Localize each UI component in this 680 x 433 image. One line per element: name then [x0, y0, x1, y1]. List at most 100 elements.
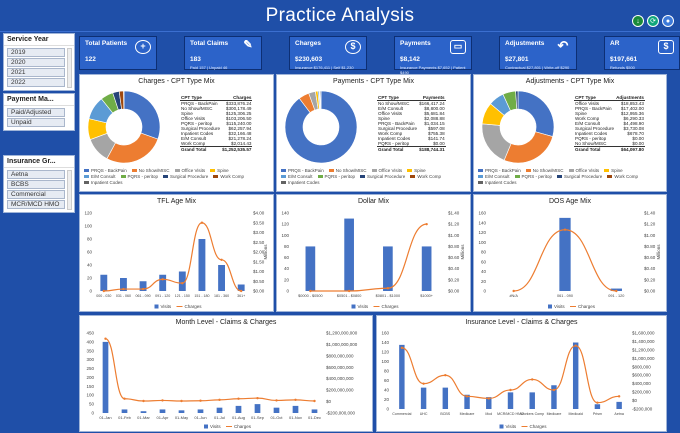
table-row: PRQS - BackPain $17,402.00 — [574, 106, 645, 111]
table-cell: $32,166.48 — [228, 131, 252, 136]
charges-cpt-mix-panel: Charges - CPT Type Mix CPT Type Charges PR… — [79, 74, 274, 192]
donut-slice — [503, 131, 554, 164]
slicer-item[interactable]: MCR/MCD HMO — [7, 200, 65, 209]
visits-bar — [273, 407, 280, 413]
table-cell: $5,681.84 — [424, 111, 445, 116]
charges-point — [122, 287, 125, 291]
refresh-icon[interactable]: ⟳ — [647, 15, 659, 27]
table-cell: $333,876.24 — [225, 101, 252, 106]
slicer-item[interactable]: 2020 — [7, 58, 65, 67]
charges-point — [161, 278, 164, 281]
legend-item: Office Visits — [371, 168, 402, 173]
y2-tick-label: $200,000 — [632, 390, 651, 395]
y-tick-label: 120 — [381, 350, 389, 355]
y-tick-label: 140 — [381, 340, 389, 345]
visits-bar — [594, 404, 601, 409]
table-cell: No Show/MISC — [181, 106, 213, 111]
kpi-sub: Contractual $27,801 | Write-off $290 — [505, 65, 570, 70]
charges-point — [444, 374, 447, 377]
table-cell: $2,088.88 — [424, 116, 445, 121]
legend-swatch — [281, 169, 286, 172]
charges-point — [181, 282, 184, 285]
slicer-item[interactable]: Commercial — [7, 190, 65, 199]
user-icon[interactable]: ● — [662, 15, 674, 27]
y-tick-label: 0 — [91, 411, 94, 416]
charges-point — [256, 396, 259, 400]
y-tick-label: 100 — [281, 233, 289, 238]
visits-bar — [198, 239, 206, 291]
charges-point — [199, 399, 202, 402]
month-level-panel: Month Level - Claims & Charges 0 50 100 150… — [79, 315, 373, 432]
visits-bar — [442, 387, 449, 409]
table-cell: $166,417.24 — [419, 101, 445, 106]
slicer-item[interactable]: 2021 — [7, 68, 65, 77]
table-row: Work Comp $2,014.43 — [180, 141, 252, 147]
panel-title: TFL Age Mix — [156, 198, 197, 205]
legend-swatch — [84, 175, 89, 178]
slicer-item[interactable]: 2022 — [7, 78, 65, 87]
insurance-group-slicer: Insurance Gr... Aetna BCBS Commercial MC… — [3, 155, 75, 213]
x-tick-label: BCBS — [440, 412, 450, 416]
y2-tick-label: $0 — [326, 399, 332, 404]
x-tick-label: 01-Jul — [214, 415, 225, 420]
table-cell: Office Visits — [181, 116, 206, 121]
legend-swatch — [281, 175, 286, 178]
table-cell: $12,955.36 — [620, 111, 644, 116]
legend-label: Surgical Procedure — [564, 174, 603, 179]
table-cell: Office Visits — [378, 111, 403, 116]
legend-swatch — [163, 175, 169, 178]
legend-swatch — [213, 175, 219, 178]
table-cell: Work Comp — [378, 131, 403, 136]
charges-point — [237, 397, 240, 400]
y-tick-label: 20 — [284, 277, 290, 282]
x-tick-label: 01-Sep — [251, 415, 265, 420]
slicer-scrollbar[interactable] — [67, 48, 72, 88]
y-tick-label: 100 — [478, 240, 486, 245]
table-cell: Inpatient Codes — [575, 131, 608, 136]
x-tick-label: $0000 - $0500 — [298, 294, 323, 298]
x-tick-label: 151 - 180 — [194, 294, 209, 298]
y2-tick-label: $3.50 — [253, 220, 265, 225]
y2-tick-label: $400,000 — [632, 381, 651, 386]
kpi-value: $27,801 — [505, 56, 529, 63]
slicer-item[interactable]: 2019 — [7, 48, 65, 57]
y-tick-label: 100 — [84, 224, 92, 229]
slicer-item[interactable]: Paid/Adjusted — [7, 108, 65, 117]
slicer-item[interactable]: Unpaid — [7, 118, 65, 127]
y2-tick-label: -$200,000,000 — [326, 411, 356, 416]
payment-method-slicer: Payment Ma... Paid/Adjusted Unpaid — [3, 93, 75, 131]
charges-point — [509, 388, 512, 392]
legend-item: E/M Consult — [84, 174, 116, 179]
table-cell: Office Visits — [575, 101, 600, 106]
kpi-sub: Refunds $500 — [610, 65, 635, 70]
excel-export-icon[interactable]: ↓ — [632, 15, 644, 27]
table-row: No Show/MISC $300,178.49 — [180, 106, 252, 111]
kpi-charges: Charges $230,603 Insurance $176,411 | Se… — [289, 36, 367, 70]
x-tick-label: 01-Nov — [289, 415, 302, 420]
visits-bar — [100, 274, 108, 291]
x-tick-label: 01-Jan — [99, 415, 111, 420]
charges-point — [574, 344, 577, 347]
slicer-item[interactable]: Aetna — [7, 170, 65, 179]
legend-swatch — [478, 169, 483, 172]
kpi-value: 122 — [85, 56, 96, 63]
table-cell: PQRS - peritop — [181, 121, 213, 126]
slicer-title: Service Year — [4, 34, 74, 46]
legend-label: Work Comp — [417, 174, 441, 179]
visits-bar — [237, 284, 245, 291]
slicer-item[interactable]: BCBS — [7, 180, 65, 189]
slicer-scrollbar[interactable] — [67, 170, 72, 210]
dos-age-mix-panel: DOS Age Mix 0 20 40 60 80 100 120 140 160 $0.00 $0… — [473, 194, 667, 312]
table-cell: No Show/MISC — [378, 101, 410, 106]
kpi-label: Charges — [295, 40, 322, 47]
table-row: E/M Consult $21,278.24 — [180, 136, 252, 141]
kpi-value: $230,603 — [295, 56, 323, 63]
y-tick-label: 400 — [86, 339, 94, 344]
legend-label: Charges — [530, 424, 548, 429]
table-row: Inpatient Codes $141.74 — [377, 136, 446, 141]
legend-swatch — [607, 175, 613, 178]
legend-label: Visits — [506, 424, 517, 429]
table-cell: PRQS - BackPain — [181, 101, 218, 106]
y-tick-label: 150 — [86, 384, 94, 389]
syringe-icon: ✎ — [243, 39, 253, 51]
